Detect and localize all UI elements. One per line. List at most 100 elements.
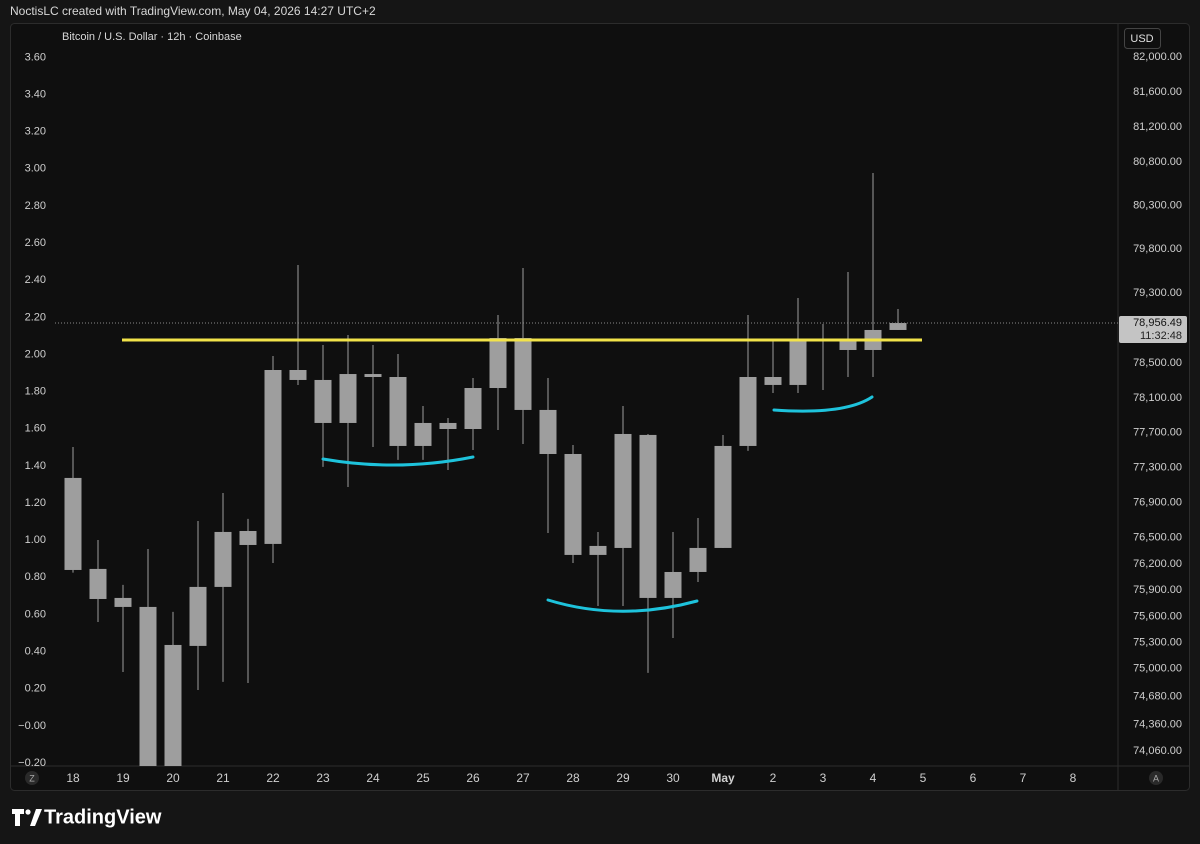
candle-body xyxy=(89,568,107,599)
y2-tick-label: 80,800.00 xyxy=(1133,156,1182,168)
candle-body xyxy=(464,388,482,429)
candle-body xyxy=(364,374,382,377)
y2-tick-label: 74,360.00 xyxy=(1133,719,1182,731)
y-tick-label: −0.00 xyxy=(18,720,46,732)
y2-tick-label: 75,900.00 xyxy=(1133,584,1182,596)
y2-tick-label: 78,100.00 xyxy=(1133,392,1182,404)
candle-body xyxy=(639,434,657,598)
y-tick-label: 2.40 xyxy=(25,274,46,286)
candle-body xyxy=(589,545,607,555)
x-tick-label: 23 xyxy=(316,771,330,785)
drawn-arc xyxy=(772,395,874,413)
y-tick-label: 3.20 xyxy=(25,126,46,138)
scale-button[interactable] xyxy=(1149,771,1163,785)
x-tick-label: 30 xyxy=(666,771,680,785)
x-tick-label: 20 xyxy=(166,771,180,785)
y-tick-label: 1.20 xyxy=(25,497,46,509)
y-tick-label: −0.20 xyxy=(18,757,46,769)
candle-body xyxy=(889,323,907,330)
y2-tick-label: 81,200.00 xyxy=(1133,121,1182,133)
y-tick-label: 1.60 xyxy=(25,423,46,435)
candle-body xyxy=(414,422,432,446)
candle-body xyxy=(214,531,232,587)
brand: TradingView xyxy=(44,806,162,828)
candle-body xyxy=(164,644,182,766)
y-tick-label: 2.00 xyxy=(25,348,46,360)
credit: NoctisLC created with TradingView.com, M… xyxy=(10,4,376,18)
candle-body xyxy=(539,409,557,454)
x-tick-label: 6 xyxy=(970,771,977,785)
x-tick-label: 27 xyxy=(516,771,530,785)
y-tick-label: 2.20 xyxy=(25,311,46,323)
candle-body xyxy=(239,530,257,545)
candle-body xyxy=(564,453,582,555)
y2-tick-label: 82,000.00 xyxy=(1133,51,1182,63)
x-tick-label: 24 xyxy=(366,771,380,785)
candle-body xyxy=(839,340,857,350)
y-tick-label: 3.40 xyxy=(25,88,46,100)
y-tick-label: 2.60 xyxy=(25,237,46,249)
x-tick-label: 28 xyxy=(566,771,580,785)
candle-body xyxy=(314,379,332,423)
brand-logo xyxy=(12,809,42,826)
y-tick-label: 3.60 xyxy=(25,51,46,63)
last-price-label: 78,956.49 xyxy=(1133,317,1182,329)
drawn-arc xyxy=(546,598,699,613)
last-price-box xyxy=(1119,316,1187,344)
x-tick-label: 7 xyxy=(1020,771,1027,785)
candle-body xyxy=(439,422,457,429)
y2-tick-label: 77,700.00 xyxy=(1133,427,1182,439)
y2-tick-label: 75,000.00 xyxy=(1133,663,1182,675)
x-tick-label: 21 xyxy=(216,771,230,785)
scale-button[interactable] xyxy=(25,771,39,785)
currency-button[interactable] xyxy=(1124,28,1161,49)
y-tick-label: 0.40 xyxy=(25,646,46,658)
y-tick-label: 1.00 xyxy=(25,534,46,546)
y2-tick-label: 74,060.00 xyxy=(1133,745,1182,757)
x-tick-label: 25 xyxy=(416,771,430,785)
drawn-arc xyxy=(321,455,475,467)
y2-tick-label: 78,500.00 xyxy=(1133,357,1182,369)
x-tick-label: 19 xyxy=(116,771,130,785)
candle-body xyxy=(189,586,207,646)
y2-tick-label: 81,600.00 xyxy=(1133,86,1182,98)
y2-tick-label: 79,300.00 xyxy=(1133,287,1182,299)
x-tick-label: 5 xyxy=(920,771,927,785)
y-tick-label: 1.80 xyxy=(25,386,46,398)
candle-body xyxy=(289,370,307,380)
candle-body xyxy=(514,338,532,410)
y-tick-label: 1.40 xyxy=(25,460,46,472)
y-tick-label: 2.80 xyxy=(25,200,46,212)
candle-body xyxy=(714,445,732,548)
candle-body xyxy=(614,433,632,548)
candle-body xyxy=(139,606,157,766)
y2-tick-label: 75,300.00 xyxy=(1133,637,1182,649)
x-tick-label: 26 xyxy=(466,771,480,785)
currency-label[interactable]: USD xyxy=(1130,33,1153,45)
y-tick-label: 0.80 xyxy=(25,571,46,583)
y2-tick-label: 77,300.00 xyxy=(1133,462,1182,474)
scale-button-label[interactable]: Z xyxy=(29,773,35,783)
candle-body xyxy=(764,376,782,385)
chart-panel xyxy=(10,23,1190,791)
scale-button-label[interactable]: A xyxy=(1153,773,1159,783)
candle-body xyxy=(789,338,807,385)
candle-body xyxy=(264,370,282,544)
candle-body xyxy=(339,374,357,423)
candle-body xyxy=(664,571,682,598)
x-tick-label: 4 xyxy=(870,771,877,785)
chart-title: Bitcoin / U.S. Dollar · 12h · Coinbase xyxy=(62,31,242,43)
x-tick-label: 18 xyxy=(66,771,80,785)
y2-tick-label: 80,300.00 xyxy=(1133,200,1182,212)
countdown: 11:32:48 xyxy=(1140,330,1182,342)
candle-body xyxy=(489,338,507,389)
y2-tick-label: 74,680.00 xyxy=(1133,691,1182,703)
candle-body xyxy=(389,376,407,446)
candle-body xyxy=(114,597,132,607)
y-tick-label: 0.60 xyxy=(25,608,46,620)
x-tick-label: May xyxy=(711,771,735,785)
y2-tick-label: 76,500.00 xyxy=(1133,532,1182,544)
candle-body xyxy=(64,477,82,570)
